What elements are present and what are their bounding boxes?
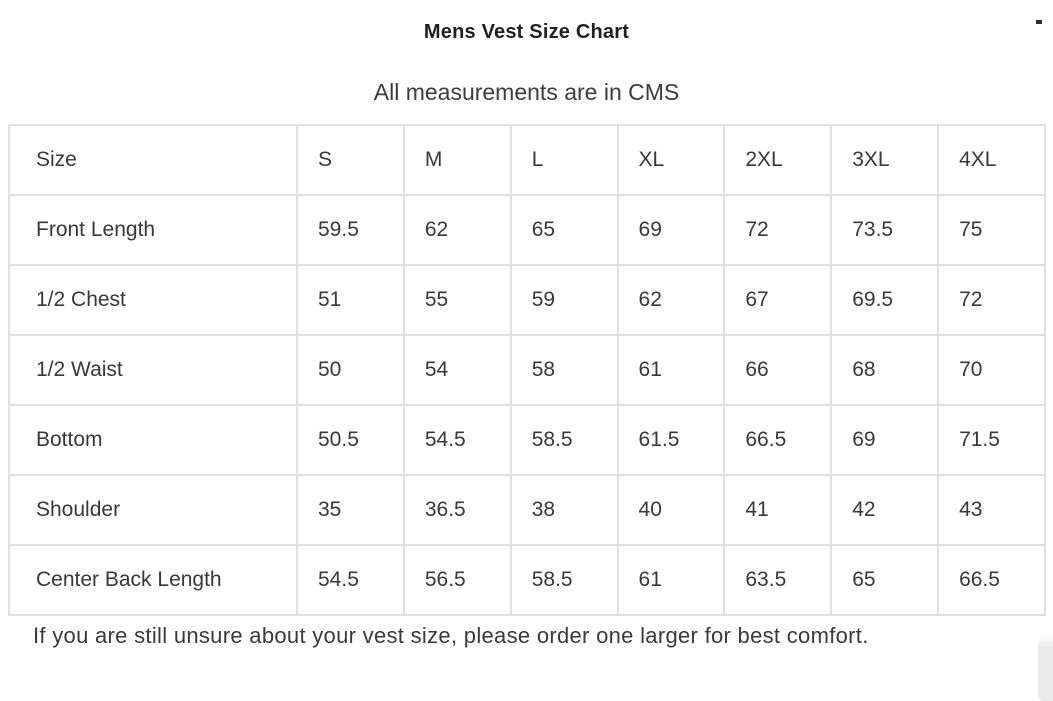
value-cell: 75 xyxy=(937,194,1046,266)
value-cell: 61.5 xyxy=(616,404,726,476)
value-cell: 67 xyxy=(723,264,833,336)
value-cell: 41 xyxy=(723,474,833,546)
row-label-cell: 1/2 Chest xyxy=(8,264,298,336)
value-cell: 66.5 xyxy=(723,404,833,476)
value-cell: 38 xyxy=(509,474,619,546)
value-cell: 42 xyxy=(830,474,940,546)
value-cell: 56.5 xyxy=(402,544,512,616)
header-cell-4xl: 4XL xyxy=(937,124,1046,196)
value-cell: 65 xyxy=(509,194,619,266)
table-row: Bottom 50.5 54.5 58.5 61.5 66.5 69 71.5 xyxy=(8,404,1046,476)
value-cell: 70 xyxy=(937,334,1046,406)
value-cell: 40 xyxy=(616,474,726,546)
size-chart-table-body: Size S M L XL 2XL 3XL 4XL Front Length 59.5 62 65 69… xyxy=(8,124,1046,616)
header-cell-l: L xyxy=(509,124,619,196)
value-cell: 54.5 xyxy=(402,404,512,476)
value-cell: 35 xyxy=(296,474,405,546)
value-cell: 59 xyxy=(509,264,619,336)
header-cell-xl: XL xyxy=(616,124,726,196)
value-cell: 54 xyxy=(402,334,512,406)
value-cell: 68 xyxy=(830,334,940,406)
page-curl-shadow xyxy=(1038,633,1053,701)
value-cell: 58 xyxy=(509,334,619,406)
sizing-advice-note: If you are still unsure about your vest … xyxy=(33,623,869,648)
header-row: Size S M L XL 2XL 3XL 4XL xyxy=(8,124,1046,196)
value-cell: 58.5 xyxy=(509,404,619,476)
table-row: 1/2 Chest 51 55 59 62 67 69.5 72 xyxy=(8,264,1046,336)
value-cell: 61 xyxy=(616,544,726,616)
value-cell: 69 xyxy=(616,194,726,266)
value-cell: 55 xyxy=(402,264,512,336)
table-row: 1/2 Waist 50 54 58 61 66 68 70 xyxy=(8,334,1046,406)
value-cell: 43 xyxy=(937,474,1046,546)
value-cell: 62 xyxy=(402,194,512,266)
header-cell-size: Size xyxy=(8,124,298,196)
header-cell-s: S xyxy=(296,124,405,196)
row-label-cell: Shoulder xyxy=(8,474,298,546)
value-cell: 69 xyxy=(830,404,940,476)
row-label-cell: Front Length xyxy=(8,194,298,266)
value-cell: 63.5 xyxy=(723,544,833,616)
value-cell: 72 xyxy=(723,194,833,266)
screen-edge-artifact xyxy=(1036,20,1042,24)
value-cell: 72 xyxy=(937,264,1046,336)
value-cell: 58.5 xyxy=(509,544,619,616)
value-cell: 59.5 xyxy=(296,194,405,266)
size-chart-table: Size S M L XL 2XL 3XL 4XL Front Length 59.5 62 65 69… xyxy=(8,124,1046,616)
table-row: Shoulder 35 36.5 38 40 41 42 43 xyxy=(8,474,1046,546)
value-cell: 36.5 xyxy=(402,474,512,546)
value-cell: 73.5 xyxy=(830,194,940,266)
value-cell: 66 xyxy=(723,334,833,406)
value-cell: 69.5 xyxy=(830,264,940,336)
value-cell: 54.5 xyxy=(296,544,405,616)
value-cell: 51 xyxy=(296,264,405,336)
units-subtitle: All measurements are in CMS xyxy=(373,79,680,105)
value-cell: 50.5 xyxy=(296,404,405,476)
page-title: Mens Vest Size Chart xyxy=(423,21,630,43)
row-label-cell: 1/2 Waist xyxy=(8,334,298,406)
value-cell: 50 xyxy=(296,334,405,406)
value-cell: 65 xyxy=(830,544,940,616)
header-cell-3xl: 3XL xyxy=(830,124,940,196)
row-label-cell: Bottom xyxy=(8,404,298,476)
row-label-cell: Center Back Length xyxy=(8,544,298,616)
header-cell-m: M xyxy=(402,124,512,196)
table-row: Front Length 59.5 62 65 69 72 73.5 75 xyxy=(8,194,1046,266)
value-cell: 71.5 xyxy=(937,404,1046,476)
value-cell: 61 xyxy=(616,334,726,406)
table-row: Center Back Length 54.5 56.5 58.5 61 63.5 65 66… xyxy=(8,544,1046,616)
header-cell-2xl: 2XL xyxy=(723,124,833,196)
value-cell: 62 xyxy=(616,264,726,336)
value-cell: 66.5 xyxy=(937,544,1046,616)
